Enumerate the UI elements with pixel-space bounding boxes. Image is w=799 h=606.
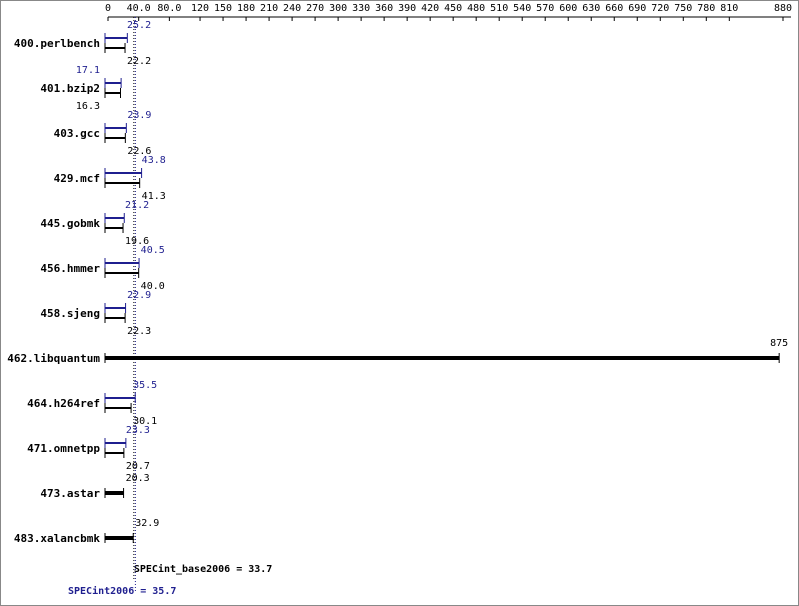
- value-label: 16.3: [76, 101, 100, 112]
- category-label: 401.bzip2: [40, 82, 100, 95]
- x-tick-label: 40.0: [127, 3, 151, 14]
- x-tick-label: 420: [421, 3, 439, 14]
- annotation: SPECint_base2006 = 33.7: [134, 563, 272, 575]
- x-tick-label: 880: [774, 3, 792, 14]
- category-label: 403.gcc: [54, 127, 100, 140]
- x-tick-label: 780: [697, 3, 715, 14]
- value-label: 25.2: [127, 20, 151, 31]
- x-tick-label: 810: [720, 3, 738, 14]
- category-label: 456.hmmer: [40, 262, 100, 275]
- value-label: 22.3: [127, 326, 151, 337]
- x-tick-label: 480: [467, 3, 485, 14]
- x-tick-label: 750: [674, 3, 692, 14]
- category-label: 473.astar: [40, 487, 100, 500]
- x-tick-label: 270: [306, 3, 324, 14]
- x-tick-label: 240: [283, 3, 301, 14]
- x-tick-label: 630: [582, 3, 600, 14]
- value-label: 32.9: [135, 518, 159, 529]
- category-label: 429.mcf: [54, 172, 100, 185]
- x-tick-label: 210: [260, 3, 278, 14]
- x-tick-label: 390: [398, 3, 416, 14]
- x-tick-label: 80.0: [157, 3, 181, 14]
- x-tick-label: 360: [375, 3, 393, 14]
- value-label: 22.2: [127, 56, 151, 67]
- x-tick-label: 120: [191, 3, 209, 14]
- x-tick-label: 660: [605, 3, 623, 14]
- x-tick-label: 330: [352, 3, 370, 14]
- x-tick-label: 600: [559, 3, 577, 14]
- category-label: 483.xalancbmk: [14, 532, 100, 545]
- value-label: 23.3: [126, 425, 150, 436]
- x-tick-label: 510: [490, 3, 508, 14]
- value-label: 19.6: [125, 236, 149, 247]
- value-label: 20.3: [126, 473, 150, 484]
- value-label: 22.6: [127, 146, 151, 157]
- x-tick-label: 180: [237, 3, 255, 14]
- category-label: 445.gobmk: [40, 217, 100, 230]
- x-tick-label: 690: [628, 3, 646, 14]
- value-label: 40.5: [141, 245, 165, 256]
- category-label: 462.libquantum: [7, 352, 100, 365]
- value-label: 875: [770, 338, 788, 349]
- value-label: 43.8: [142, 155, 166, 166]
- value-label: 35.5: [133, 380, 157, 391]
- value-label: 20.7: [126, 461, 150, 472]
- x-tick-label: 540: [513, 3, 531, 14]
- category-label: 458.sjeng: [40, 307, 100, 320]
- x-tick-label: 450: [444, 3, 462, 14]
- value-label: 22.9: [127, 290, 151, 301]
- value-label: 23.9: [127, 110, 151, 121]
- x-tick-label: 150: [214, 3, 232, 14]
- x-tick-label: 0: [105, 3, 111, 14]
- x-tick-label: 570: [536, 3, 554, 14]
- annotation: SPECint2006 = 35.7: [68, 585, 176, 597]
- value-label: 21.2: [125, 200, 149, 211]
- category-label: 471.omnetpp: [27, 442, 100, 455]
- value-label: 40.0: [141, 281, 165, 292]
- value-label: 30.1: [133, 416, 157, 427]
- value-label: 41.3: [142, 191, 166, 202]
- x-tick-label: 720: [651, 3, 669, 14]
- value-label: 17.1: [76, 65, 100, 76]
- category-label: 400.perlbench: [14, 37, 100, 50]
- category-label: 464.h264ref: [27, 397, 100, 410]
- x-tick-label: 300: [329, 3, 347, 14]
